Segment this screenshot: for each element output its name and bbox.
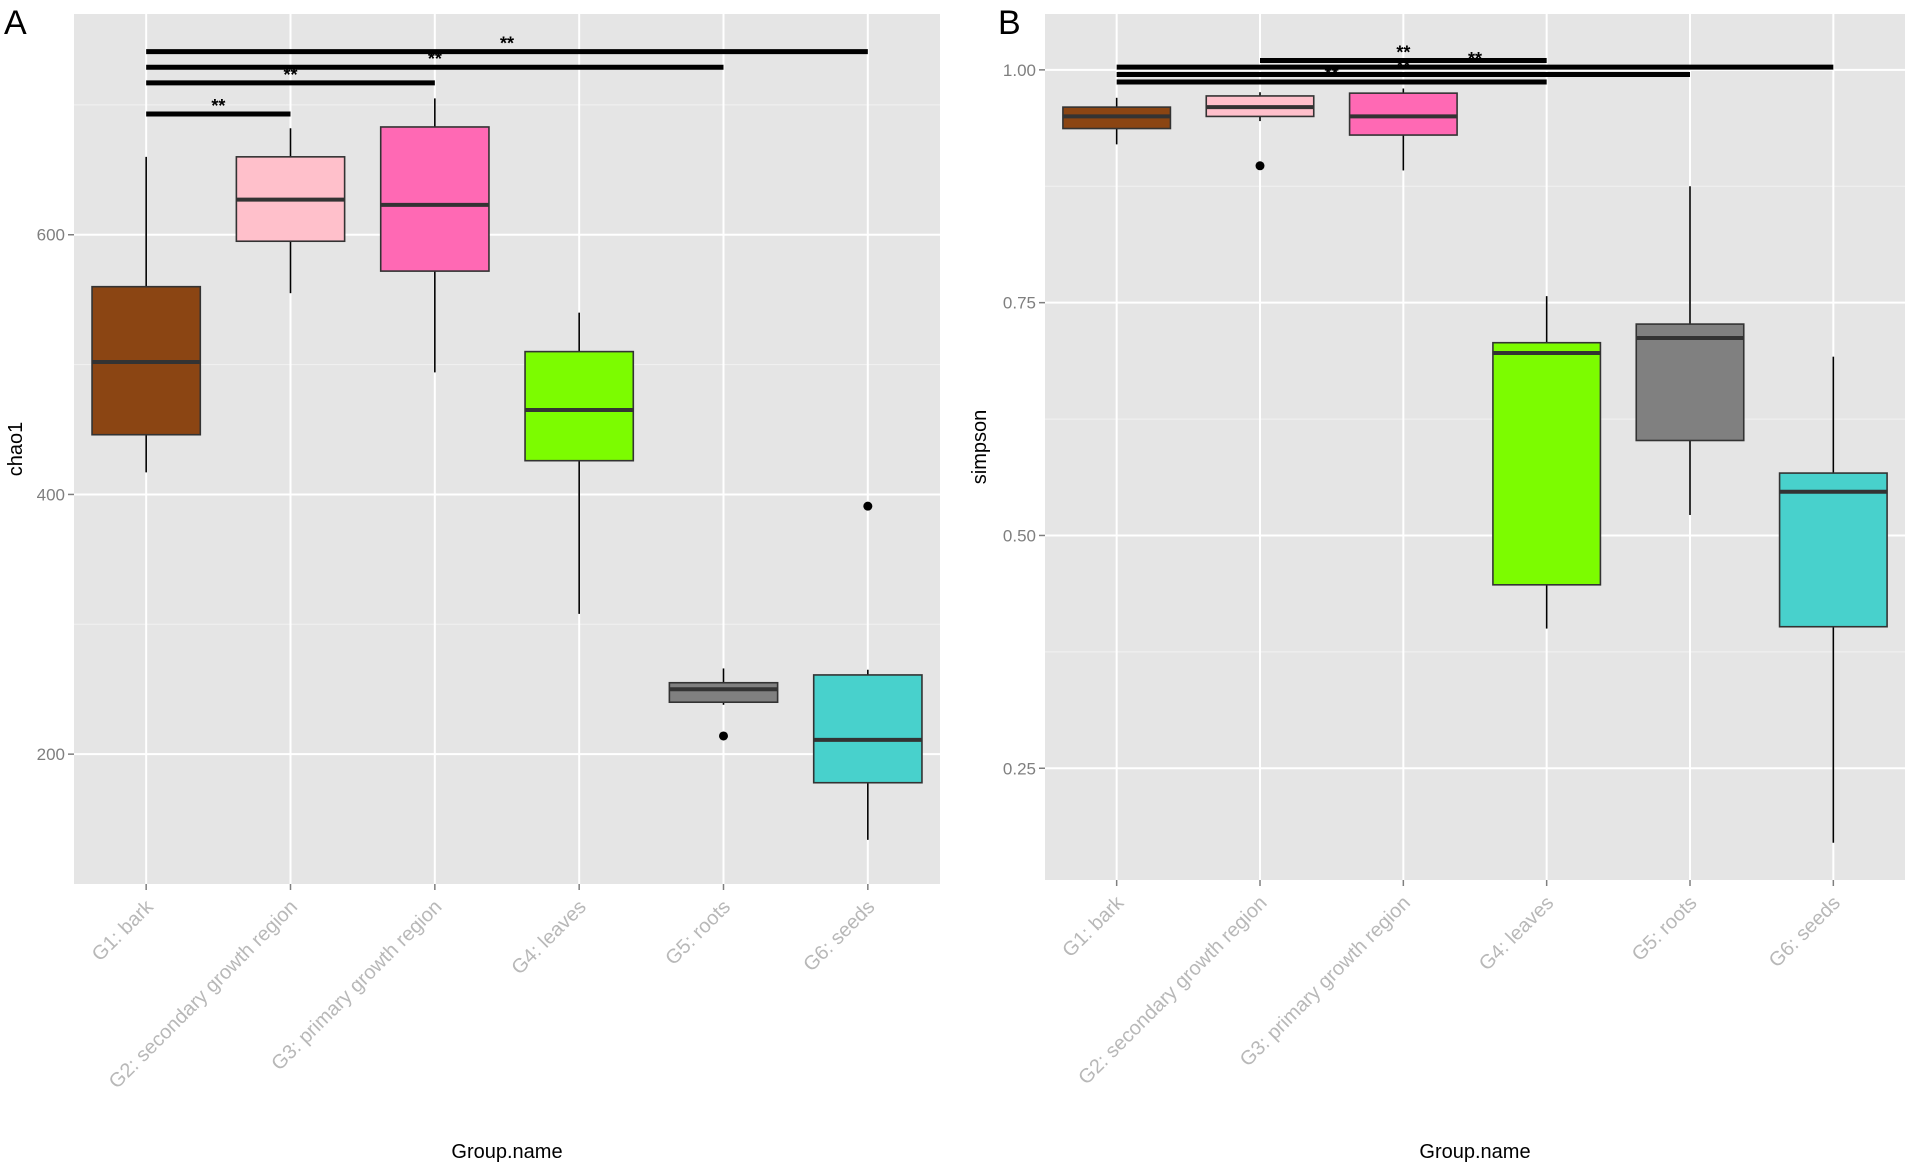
outlier-point — [1255, 161, 1265, 171]
box-6 — [812, 501, 923, 840]
box-4 — [524, 312, 635, 614]
y-axis-title: chao1 — [5, 422, 27, 477]
box-body — [1492, 341, 1602, 586]
outlier-point — [863, 501, 873, 511]
box-6 — [1778, 356, 1888, 843]
x-tick-label: G1: bark — [1058, 891, 1128, 961]
box-3 — [379, 98, 490, 373]
box-2 — [235, 128, 346, 294]
plot-background — [1045, 14, 1905, 880]
significance-label: ** — [1396, 43, 1410, 63]
box-4 — [1492, 296, 1602, 629]
box-1 — [1062, 97, 1172, 145]
x-tick-label: G6: seeds — [799, 896, 879, 976]
x-tick-label: G5: roots — [1628, 892, 1702, 966]
significance-label: ** — [500, 34, 514, 54]
box-body — [668, 681, 779, 704]
significance-label: ** — [283, 65, 297, 85]
y-tick-label: 200 — [37, 745, 65, 764]
significance-label: ** — [1325, 64, 1339, 84]
x-axis-title: Group.name — [451, 1141, 562, 1163]
panel-label: B — [998, 4, 1021, 42]
x-axis-title: Group.name — [1419, 1141, 1530, 1163]
box-body — [1348, 92, 1458, 136]
box-body — [379, 126, 490, 272]
panel-label: A — [4, 4, 27, 42]
significance-label: ** — [428, 49, 442, 69]
box-body — [524, 350, 635, 462]
box-5 — [668, 668, 779, 741]
outlier-point — [719, 731, 728, 741]
plot-background — [74, 14, 940, 884]
significance-label: ** — [1468, 49, 1482, 69]
x-tick-label: G6: seeds — [1765, 892, 1845, 972]
box-body — [1778, 472, 1888, 628]
x-tick-label: G3: primary growth region — [267, 896, 446, 1075]
box-3 — [1348, 88, 1458, 171]
box-body — [812, 674, 923, 784]
box-body — [1635, 323, 1745, 442]
y-tick-label: 0.25 — [1003, 759, 1036, 778]
x-tick-label: G4: leaves — [508, 896, 591, 979]
x-tick-label: G5: roots — [661, 896, 735, 970]
x-tick-label: G1: bark — [88, 895, 158, 965]
y-tick-label: 400 — [37, 485, 65, 504]
x-tick-label: G3: primary growth region — [1236, 892, 1415, 1071]
y-tick-label: 600 — [37, 226, 65, 245]
box-2 — [1205, 92, 1315, 171]
y-axis-title: simpson — [969, 410, 991, 484]
x-tick-label: G4: leaves — [1475, 892, 1558, 975]
y-tick-label: 0.50 — [1003, 526, 1036, 545]
y-tick-label: 0.75 — [1003, 294, 1036, 313]
y-tick-label: 1.00 — [1003, 61, 1036, 80]
significance-label: ** — [211, 96, 225, 116]
box-5 — [1635, 186, 1745, 515]
significance-label: ** — [1396, 57, 1410, 77]
box-1 — [91, 156, 202, 473]
